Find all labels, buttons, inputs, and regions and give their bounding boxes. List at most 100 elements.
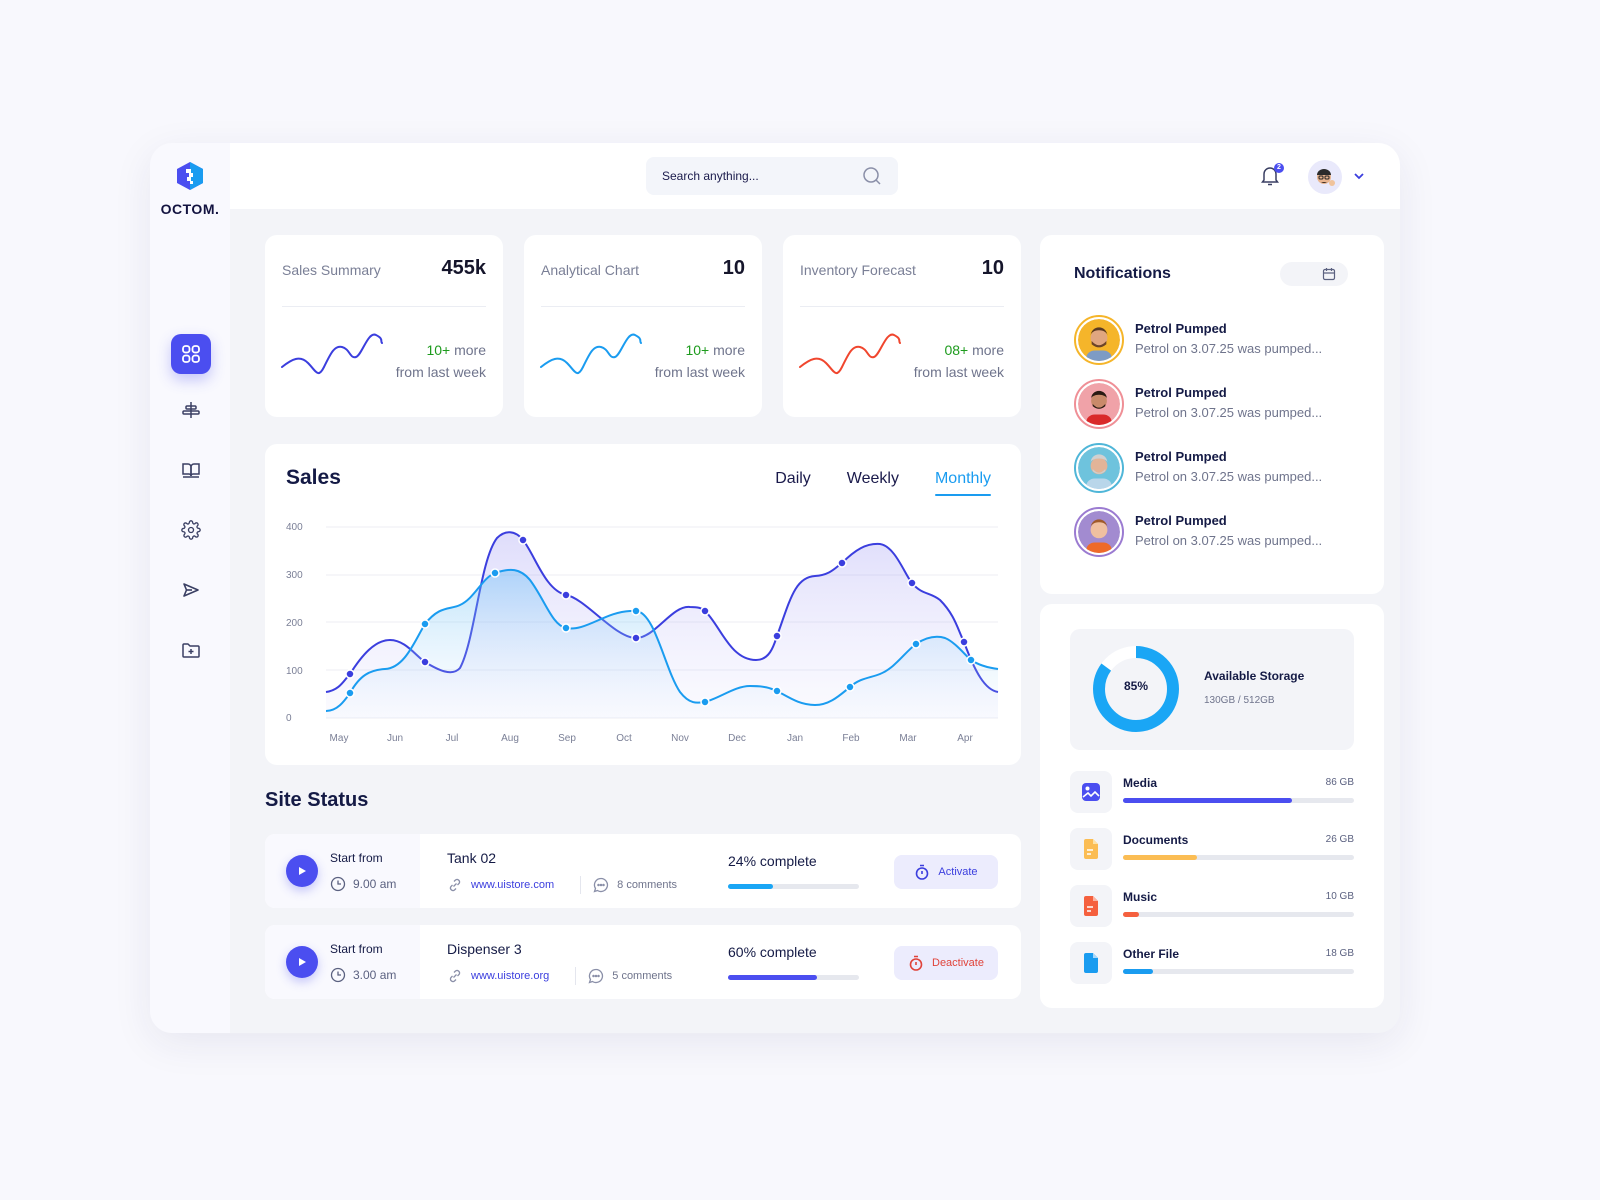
notifications-card: Notifications Petrol Pumped Petrol on 3.… — [1040, 235, 1384, 594]
play-button[interactable] — [286, 946, 318, 978]
series-b-markers — [345, 568, 976, 707]
stat-card-inventory-forecast[interactable]: Inventory Forecast 10 08+ more from last… — [783, 235, 1021, 417]
tab-daily[interactable]: Daily — [775, 470, 811, 487]
svg-text:400: 400 — [286, 522, 303, 533]
site-link[interactable]: www.uistore.com — [471, 879, 555, 891]
file-category-music[interactable]: Music 10 GB — [1070, 885, 1354, 927]
comments-count[interactable]: 5 comments — [612, 970, 673, 982]
stat-title: Sales Summary — [282, 262, 381, 278]
start-time: 9.00 am — [330, 876, 396, 892]
notification-item[interactable]: Petrol Pumped Petrol on 3.07.25 was pump… — [1074, 315, 1354, 366]
chevron-down-icon[interactable] — [1352, 169, 1366, 183]
send-icon — [183, 583, 199, 597]
progress-label: 60% complete — [728, 944, 817, 960]
tab-weekly[interactable]: Weekly — [846, 470, 899, 487]
folder-plus-icon — [182, 643, 200, 658]
stat-title: Analytical Chart — [541, 262, 640, 278]
stat-delta: 10+ more from last week — [654, 342, 745, 380]
comments-count[interactable]: 8 comments — [617, 879, 678, 891]
site-name: Dispenser 3 — [447, 941, 522, 957]
search-input[interactable] — [662, 169, 842, 183]
notification-body: Petrol on 3.07.25 was pumped... — [1135, 533, 1323, 548]
svg-text:200: 200 — [286, 618, 303, 629]
file-category-name: Music — [1123, 890, 1158, 904]
date-filter-button[interactable] — [1280, 262, 1348, 286]
logo[interactable]: OCTOM. — [150, 161, 230, 217]
file-category-other[interactable]: Other File 18 GB — [1070, 942, 1354, 984]
play-icon — [299, 867, 306, 875]
topbar: 2 — [230, 143, 1400, 209]
notification-item[interactable]: Petrol Pumped Petrol on 3.07.25 was pump… — [1074, 443, 1354, 494]
sparkline-chart — [540, 333, 642, 375]
svg-text:300: 300 — [286, 570, 303, 581]
notification-item[interactable]: Petrol Pumped Petrol on 3.07.25 was pump… — [1074, 379, 1354, 430]
stat-value: 455k — [441, 257, 487, 279]
sidebar-item-dashboard[interactable] — [171, 334, 211, 374]
file-category-documents[interactable]: Documents 26 GB — [1070, 828, 1354, 870]
svg-text:0: 0 — [286, 713, 292, 724]
deactivate-button[interactable]: Deactivate — [894, 946, 998, 980]
file-icon — [1070, 942, 1112, 984]
notification-title: Petrol Pumped — [1135, 513, 1227, 528]
site-row: Start from 3.00 am Dispenser 3 www.uisto… — [265, 925, 1021, 999]
svg-text:May: May — [330, 733, 349, 744]
notification-title: Petrol Pumped — [1135, 321, 1227, 336]
sales-chart-card: Sales Daily Weekly Monthly — [265, 444, 1021, 765]
clock-icon — [330, 967, 346, 983]
notifications-button[interactable]: 2 — [1260, 163, 1284, 189]
storage-donut-chart — [1093, 646, 1179, 732]
site-meta: www.uistore.org 5 comments — [447, 967, 672, 985]
site-meta: www.uistore.com 8 comments — [447, 876, 677, 894]
file-category-size: 26 GB — [1325, 834, 1354, 845]
stat-value: 10 — [722, 257, 745, 279]
svg-text:100: 100 — [286, 666, 303, 677]
app-window: OCTOM. — [150, 143, 1400, 1033]
stat-card-analytical-chart[interactable]: Analytical Chart 10 10+ more from last w… — [524, 235, 762, 417]
sidebar-item-align[interactable] — [171, 390, 211, 430]
svg-text:Apr: Apr — [957, 733, 973, 744]
file-category-media[interactable]: Media 86 GB — [1070, 771, 1354, 813]
svg-text:Dec: Dec — [728, 733, 746, 744]
sidebar-item-send[interactable] — [171, 570, 211, 610]
available-storage-panel: 85% Available Storage 130GB / 512GB — [1070, 629, 1354, 750]
logo-text: OCTOM. — [160, 201, 220, 217]
sidebar-item-settings[interactable] — [171, 510, 211, 550]
sales-title: Sales — [286, 466, 341, 489]
notification-item[interactable]: Petrol Pumped Petrol on 3.07.25 was pump… — [1074, 507, 1354, 558]
divider — [282, 306, 486, 307]
activate-button[interactable]: Activate — [894, 855, 998, 889]
stat-delta: 08+ more from last week — [913, 342, 1004, 380]
comment-icon — [588, 968, 604, 984]
play-icon — [299, 958, 306, 966]
comment-icon — [593, 877, 609, 893]
sparkline-chart — [799, 333, 901, 375]
document-icon — [1070, 828, 1112, 870]
play-button[interactable] — [286, 855, 318, 887]
divider — [541, 306, 745, 307]
series-a-markers — [345, 535, 969, 679]
site-link[interactable]: www.uistore.org — [471, 970, 550, 982]
tab-monthly[interactable]: Monthly — [934, 470, 992, 496]
site-status-title: Site Status — [265, 789, 369, 811]
image-icon — [1070, 771, 1112, 813]
file-category-name: Other File — [1123, 947, 1180, 961]
series-b-line — [325, 568, 999, 712]
user-avatar[interactable] — [1308, 160, 1342, 194]
storage-bar — [1123, 969, 1354, 974]
x-axis-labels: May Jun Jul Aug Sep Oct Nov Dec Jan Feb … — [330, 733, 974, 744]
progress-fill — [728, 975, 818, 980]
avatar — [1074, 443, 1124, 494]
start-label: Start from — [330, 942, 383, 956]
sidebar-item-book[interactable] — [171, 450, 211, 490]
divider — [575, 967, 577, 985]
search-icon[interactable] — [862, 166, 882, 186]
sidebar-item-folder[interactable] — [171, 630, 211, 670]
file-category-name: Media — [1123, 776, 1158, 790]
file-category-size: 86 GB — [1325, 777, 1354, 788]
stat-card-sales-summary[interactable]: Sales Summary 455k 10+ more from last we… — [265, 235, 503, 417]
progress-fill — [728, 884, 773, 889]
timer-icon — [916, 864, 929, 880]
file-category-name: Documents — [1123, 833, 1189, 847]
logo-hexagon-icon — [177, 162, 203, 190]
svg-text:Sep: Sep — [558, 733, 576, 744]
